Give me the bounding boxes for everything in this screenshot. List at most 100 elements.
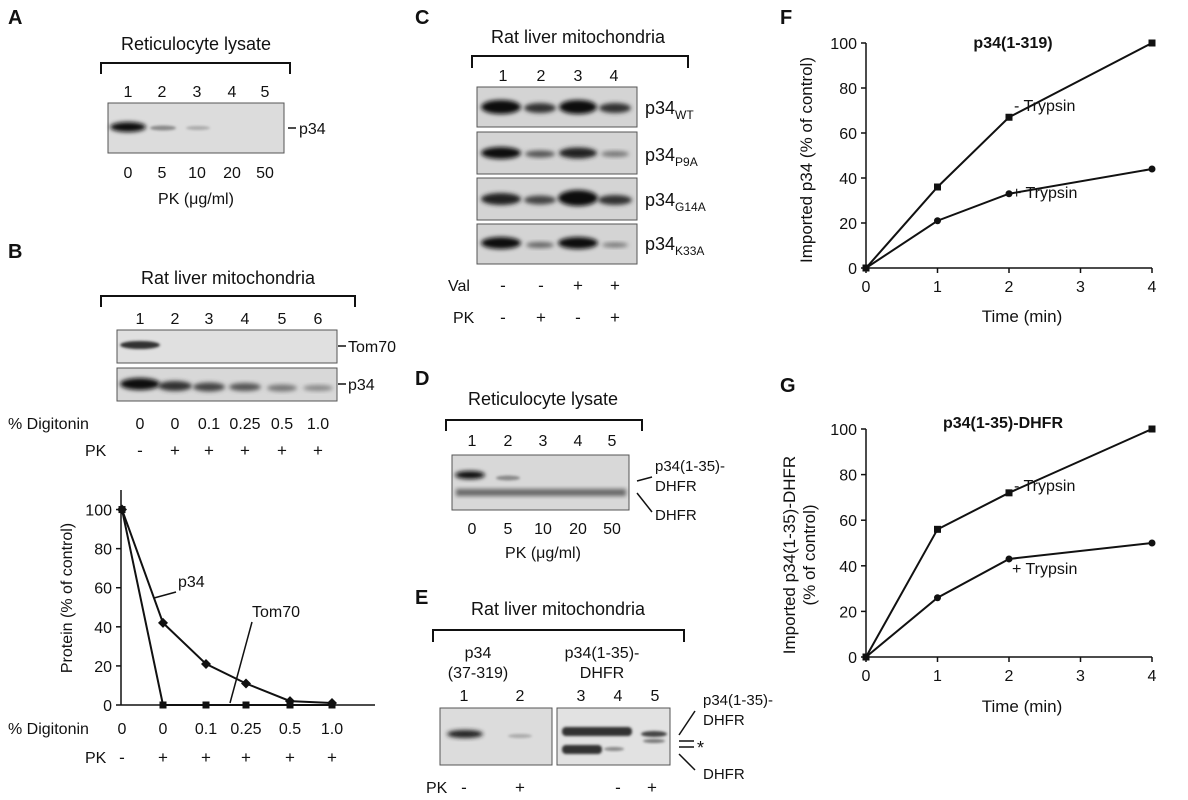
- y-tick-label: 80: [94, 542, 112, 559]
- group2-label: p34(1-35)-: [565, 645, 640, 662]
- panel-b: B Rat liver mitochondria 1 2 3 4 5 6 Tom…: [8, 241, 396, 460]
- pk-value: 0: [468, 521, 477, 538]
- panel-b-lane-numbers: 1 2 3 4 5 6: [136, 311, 323, 328]
- chart-b-series: [117, 504, 337, 709]
- x-tick-label: +: [158, 748, 168, 767]
- chart-g-ylabel-2: (% of control): [800, 504, 819, 605]
- chart-b-ylabel: Protein (% of control): [59, 523, 76, 673]
- lane-number: 5: [608, 433, 617, 450]
- data-point: [862, 264, 870, 272]
- panel-b-pk-values: - + + + + +: [137, 441, 323, 460]
- blot-label-tom70: Tom70: [348, 339, 396, 356]
- lane-number: 4: [228, 84, 237, 101]
- chart-g-xlabel: Time (min): [982, 697, 1063, 716]
- pk-value: +: [204, 441, 214, 460]
- lane-number: 4: [614, 688, 623, 705]
- y-tick-label: 100: [830, 36, 857, 53]
- panel-e: E Rat liver mitochondria p34 (37-319) p3…: [415, 587, 773, 797]
- panel-letter-d: D: [415, 368, 429, 390]
- chart-g-series: [862, 425, 1156, 661]
- panel-a-title: Reticulocyte lysate: [121, 34, 271, 54]
- lane-number: 2: [516, 688, 525, 705]
- y-tick-label: 20: [839, 216, 857, 233]
- label-fusion-2: DHFR: [655, 478, 697, 495]
- data-point: [1005, 555, 1013, 563]
- lane-number: 2: [537, 68, 546, 85]
- lane-number: 4: [241, 311, 250, 328]
- data-point: [1148, 39, 1156, 47]
- chart-f-axes: 0 20 40 60 80 100 0 1 2 3 4: [830, 36, 1156, 296]
- y-tick-label: 40: [94, 620, 112, 637]
- panel-e-bracket: [432, 629, 685, 642]
- x-tick-label: 2: [1005, 279, 1014, 296]
- lane-number: 2: [158, 84, 167, 101]
- val-value: -: [538, 276, 544, 295]
- panel-a-pk-values: 0 5 10 20 50: [124, 165, 274, 182]
- panel-c-title: Rat liver mitochondria: [491, 27, 666, 47]
- data-point: [934, 525, 941, 533]
- label-fusion-2: DHFR: [703, 712, 745, 729]
- pk-value: 50: [256, 165, 274, 182]
- panel-c: C Rat liver mitochondria 1 2 3 4 p34WT p…: [415, 7, 706, 327]
- x-tick-label: 1.0: [321, 721, 343, 738]
- lane-number: 1: [499, 68, 508, 85]
- chart-f-title: p34(1-319): [973, 35, 1052, 52]
- lane-number: 1: [124, 84, 133, 101]
- y-tick-label: 40: [839, 559, 857, 576]
- y-tick-label: 60: [94, 581, 112, 598]
- series-line: [865, 42, 1153, 269]
- x-tick-label: 0: [159, 721, 168, 738]
- pk-value: -: [500, 308, 506, 327]
- panel-a-lane-numbers: 1 2 3 4 5: [124, 84, 270, 101]
- chart-f-series: [862, 39, 1156, 272]
- x-tick-label: +: [241, 748, 251, 767]
- group1-label: p34: [465, 645, 492, 662]
- chart-f-ylabel: Imported p34 (% of control): [797, 57, 816, 263]
- series-label-plus-trypsin: + Trypsin: [1012, 185, 1077, 202]
- panel-a-bracket: [100, 62, 291, 74]
- pk-value: +: [313, 441, 323, 460]
- chart-b-xrow-label: % Digitonin: [8, 721, 89, 738]
- data-point: [242, 701, 250, 709]
- data-point: [241, 678, 251, 689]
- pk-value: +: [240, 441, 250, 460]
- panel-b-bracket: [100, 295, 356, 307]
- digitonin-value: 1.0: [307, 416, 329, 433]
- label-dhfr: DHFR: [655, 507, 697, 524]
- x-tick-label: 0.1: [195, 721, 217, 738]
- chart-g-ylabel-1: Imported p34(1-35)-DHFR: [780, 456, 799, 654]
- panel-a: A Reticulocyte lysate 1 2 3 4 5 p34 0 5 …: [8, 7, 326, 208]
- panel-letter-f: F: [780, 7, 792, 29]
- y-tick-label: 20: [94, 659, 112, 676]
- x-tick-label: 3: [1076, 279, 1085, 296]
- pk-value: +: [610, 308, 620, 327]
- panel-a-blot: [107, 102, 285, 154]
- pk-value: 10: [534, 521, 552, 538]
- series-label-tom70: Tom70: [252, 604, 300, 621]
- pk-value: -: [615, 778, 621, 797]
- x-tick-label: +: [201, 748, 211, 767]
- x-tick-label: 4: [1148, 279, 1157, 296]
- series-line: [865, 542, 1153, 658]
- panel-b-pk-label: PK: [85, 443, 107, 460]
- pk-value: 5: [158, 165, 167, 182]
- lane-number: 5: [278, 311, 287, 328]
- lane-number: 3: [193, 84, 202, 101]
- blot-label-p34: p34: [348, 377, 375, 394]
- x-tick-label: -: [119, 748, 125, 767]
- chart-g-axes: 0 20 40 60 80 100 0 1 2 3 4: [830, 422, 1156, 685]
- chart-g-title: p34(1-35)-DHFR: [943, 415, 1063, 432]
- panel-c-val-label: Val: [448, 278, 470, 295]
- chart-b-xrow-label: PK: [85, 750, 107, 767]
- label-star: *: [697, 738, 704, 758]
- lane-number: 1: [468, 433, 477, 450]
- val-value: -: [500, 276, 506, 295]
- data-point: [1148, 425, 1156, 433]
- data-point: [1005, 489, 1013, 497]
- pk-value: 5: [504, 521, 513, 538]
- digitonin-value: 0: [136, 416, 145, 433]
- lane-number: 4: [574, 433, 583, 450]
- data-point: [934, 594, 941, 602]
- x-tick-label: 0.5: [279, 721, 301, 738]
